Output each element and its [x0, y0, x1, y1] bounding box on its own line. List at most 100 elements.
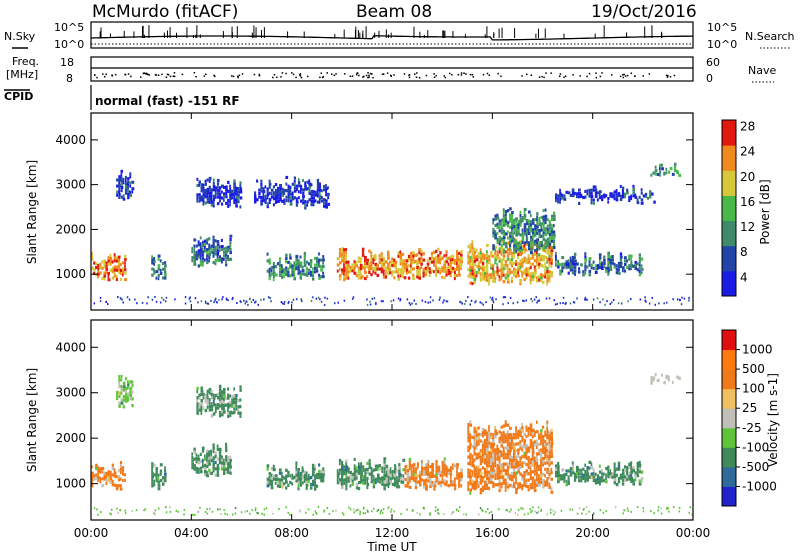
- heatmap-cell: [406, 478, 410, 482]
- heatmap-cell: [609, 472, 612, 476]
- heatmap-cell: [598, 479, 601, 483]
- heatmap-cell: [260, 202, 263, 206]
- heatmap-cell: [405, 259, 409, 263]
- heatmap-cell: [206, 187, 210, 191]
- heatmap-cell: [221, 393, 223, 397]
- heatmap-cell: [488, 451, 491, 455]
- heatmap-cell: [619, 255, 623, 259]
- colorbar-swatch: [722, 245, 736, 272]
- heatmap-cell: [268, 277, 271, 281]
- heatmap-cell: [500, 441, 503, 445]
- heatmap-cell: [500, 431, 503, 436]
- heatmap-cell: [397, 254, 400, 258]
- heatmap-cell: [103, 274, 107, 278]
- heatmap-cell: [345, 474, 348, 478]
- nave-point: [157, 74, 160, 76]
- heatmap-cell: [239, 411, 242, 415]
- heatmap-cell: [553, 224, 555, 228]
- heatmap-cell: [617, 477, 621, 481]
- heatmap-cell: [535, 430, 539, 434]
- heatmap-cell: [356, 508, 359, 511]
- heatmap-cell: [392, 299, 395, 302]
- heatmap-cell: [221, 403, 224, 407]
- heatmap-cell: [441, 275, 443, 279]
- nave-point: [416, 72, 418, 74]
- heatmap-cell: [515, 481, 517, 485]
- heatmap-cell: [467, 448, 470, 453]
- heatmap-cell: [212, 238, 215, 242]
- heatmap-cell: [523, 474, 526, 478]
- nave-point: [181, 73, 184, 76]
- freq-panel-frame: [90, 56, 694, 82]
- heatmap-cell: [223, 388, 226, 392]
- heatmap-cell: [511, 233, 514, 237]
- heatmap-cell: [218, 189, 221, 193]
- heatmap-cell: [445, 480, 448, 484]
- heatmap-cell: [208, 401, 211, 405]
- heatmap-cell: [383, 460, 386, 464]
- heatmap-cell: [443, 276, 446, 280]
- heatmap-cell: [239, 385, 242, 389]
- heatmap-cell: [394, 464, 397, 468]
- heatmap-cell: [542, 435, 545, 439]
- heatmap-cell: [151, 258, 154, 262]
- heatmap-cell: [320, 479, 323, 483]
- heatmap-cell: [519, 485, 522, 489]
- heatmap-cell: [546, 426, 548, 430]
- heatmap-cell: [553, 239, 555, 243]
- heatmap-cell: [277, 186, 279, 190]
- heatmap-cell: [278, 273, 282, 277]
- heatmap-cell: [542, 255, 545, 259]
- heatmap-cell: [216, 255, 219, 259]
- heatmap-cell: [496, 272, 500, 276]
- heatmap-cell: [359, 267, 363, 271]
- heatmap-cell: [520, 506, 523, 509]
- heatmap-cell: [161, 479, 165, 483]
- heatmap-cell: [196, 389, 199, 394]
- heatmap-cell: [117, 469, 120, 473]
- heatmap-cell: [198, 180, 201, 184]
- heatmap-cell: [573, 252, 577, 256]
- heatmap-cell: [458, 475, 461, 479]
- heatmap-cell: [460, 250, 463, 254]
- heatmap-cell: [220, 245, 224, 249]
- heatmap-cell: [500, 450, 503, 454]
- heatmap-cell: [504, 488, 507, 492]
- heatmap-cell: [509, 225, 512, 229]
- heatmap-cell: [279, 198, 282, 202]
- nave-point: [238, 74, 241, 77]
- heatmap-cell: [101, 477, 104, 481]
- heatmap-cell: [550, 261, 553, 265]
- heatmap-cell: [281, 471, 283, 475]
- heatmap-cell: [624, 259, 626, 263]
- heatmap-cell: [293, 189, 297, 193]
- heatmap-cell: [553, 214, 556, 218]
- heatmap-cell: [395, 260, 398, 264]
- heatmap-cell: [483, 448, 487, 452]
- heatmap-cell: [206, 455, 209, 459]
- heatmap-cell: [532, 231, 535, 235]
- heatmap-cell: [208, 462, 211, 466]
- heatmap-cell: [218, 199, 221, 203]
- heatmap-cell: [496, 231, 499, 235]
- heatmap-cell: [414, 259, 418, 263]
- heatmap-cell: [598, 190, 602, 194]
- heatmap-cell: [151, 273, 154, 277]
- heatmap-cell: [540, 276, 543, 280]
- heatmap-cell: [437, 260, 440, 264]
- colorbar-tick-label: 24: [740, 145, 755, 159]
- heatmap-cell: [199, 248, 203, 252]
- heatmap-cell: [567, 262, 570, 266]
- heatmap-cell: [382, 266, 385, 270]
- heatmap-cell: [454, 464, 457, 468]
- heatmap-cell: [358, 508, 360, 511]
- heatmap-cell: [546, 251, 550, 255]
- heatmap-cell: [569, 508, 571, 511]
- heatmap-cell: [328, 513, 331, 515]
- heatmap-cell: [441, 464, 444, 468]
- nave-point: [435, 74, 437, 77]
- heatmap-cell: [458, 270, 460, 274]
- heatmap-cell: [519, 466, 522, 470]
- heatmap-cell: [127, 180, 130, 184]
- heatmap-cell: [584, 298, 586, 301]
